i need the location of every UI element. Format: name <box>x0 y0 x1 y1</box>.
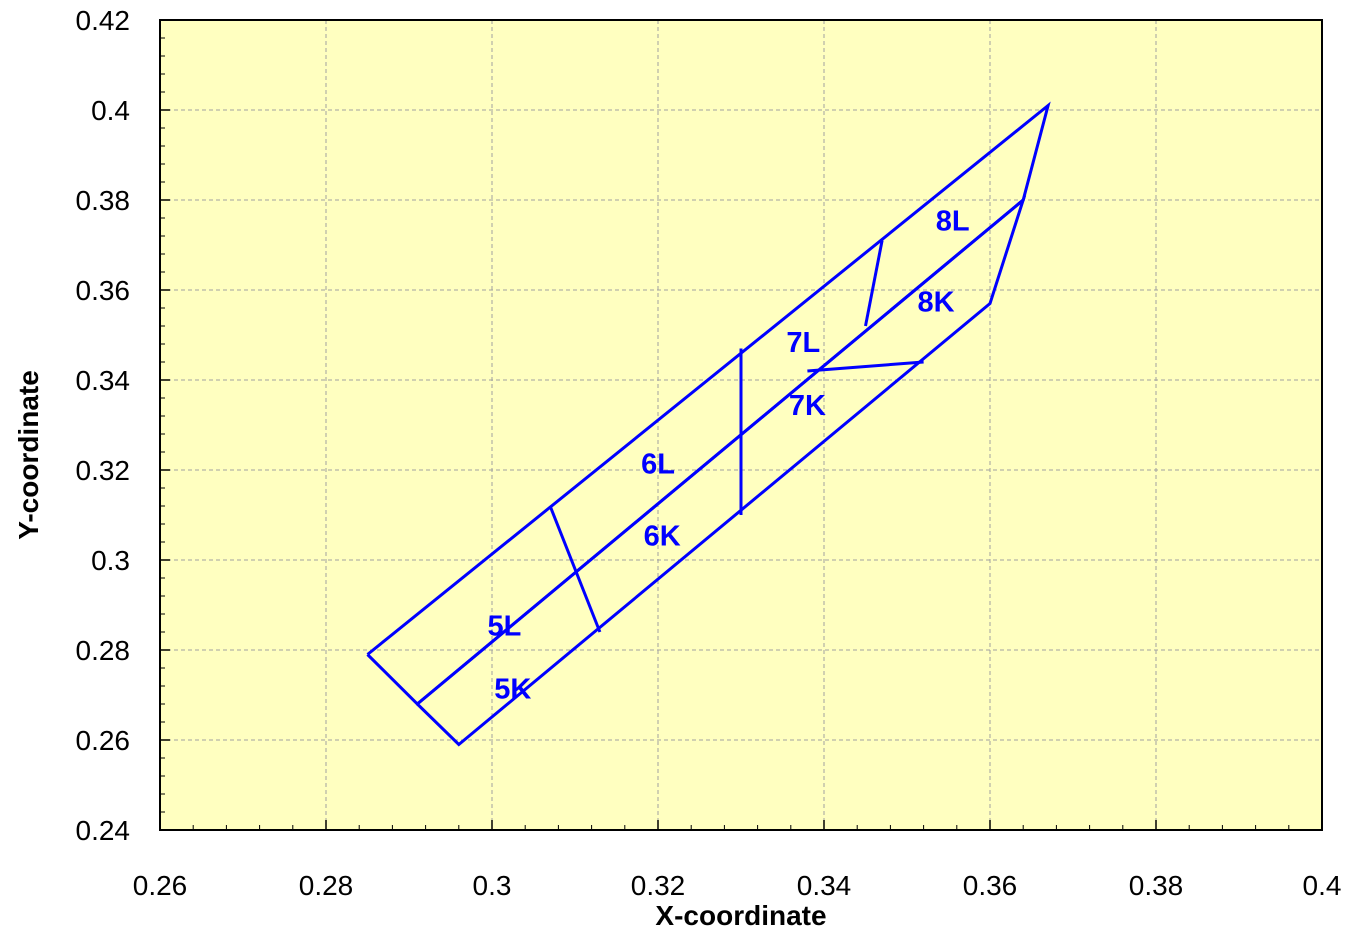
y-tick-label: 0.32 <box>76 455 131 486</box>
series-line <box>548 505 602 633</box>
y-tick-label: 0.42 <box>76 5 131 36</box>
y-tick-label: 0.36 <box>76 275 131 306</box>
y-tick-label: 0.4 <box>91 95 130 126</box>
y-tick-label: 0.24 <box>76 815 131 846</box>
y-tick-label: 0.26 <box>76 725 131 756</box>
region-labels: 5L 5K 6L 6K 7L 7K 8L 8K <box>488 205 970 705</box>
region-label: 8L <box>936 205 970 237</box>
y-tick-label: 0.3 <box>91 545 130 576</box>
region-label: 7L <box>786 327 820 359</box>
x-tick-label: 0.3 <box>473 870 512 901</box>
series-line <box>807 360 924 373</box>
y-tick-label: 0.28 <box>76 635 131 666</box>
x-axis-title: X-coordinate <box>655 900 826 931</box>
region-label: 7K <box>789 390 826 422</box>
y-tick-labels: 0.24 0.26 0.28 0.3 0.32 0.34 0.36 0.38 0.4 0.42 <box>76 5 131 846</box>
x-tick-label: 0.34 <box>797 870 852 901</box>
region-label: 5K <box>494 673 531 705</box>
series-lines <box>366 101 1051 747</box>
y-tick-label: 0.34 <box>76 365 131 396</box>
x-tick-label: 0.38 <box>1129 870 1184 901</box>
series-line <box>864 240 884 327</box>
x-tick-label: 0.4 <box>1303 870 1342 901</box>
x-tick-label: 0.32 <box>631 870 686 901</box>
region-label: 8K <box>918 286 955 318</box>
x-tick-label: 0.36 <box>963 870 1018 901</box>
y-axis-title: Y-coordinate <box>13 370 44 540</box>
series-line <box>416 195 1027 747</box>
y-tick-label: 0.38 <box>76 185 131 216</box>
x-tick-labels: 0.26 0.28 0.3 0.32 0.34 0.36 0.38 0.4 <box>133 870 1342 901</box>
x-tick-label: 0.28 <box>299 870 354 901</box>
region-label: 5L <box>488 610 522 642</box>
x-tick-label: 0.26 <box>133 870 188 901</box>
region-label: 6L <box>641 448 675 480</box>
region-label: 6K <box>644 520 681 552</box>
plot-area-border <box>159 19 1323 831</box>
